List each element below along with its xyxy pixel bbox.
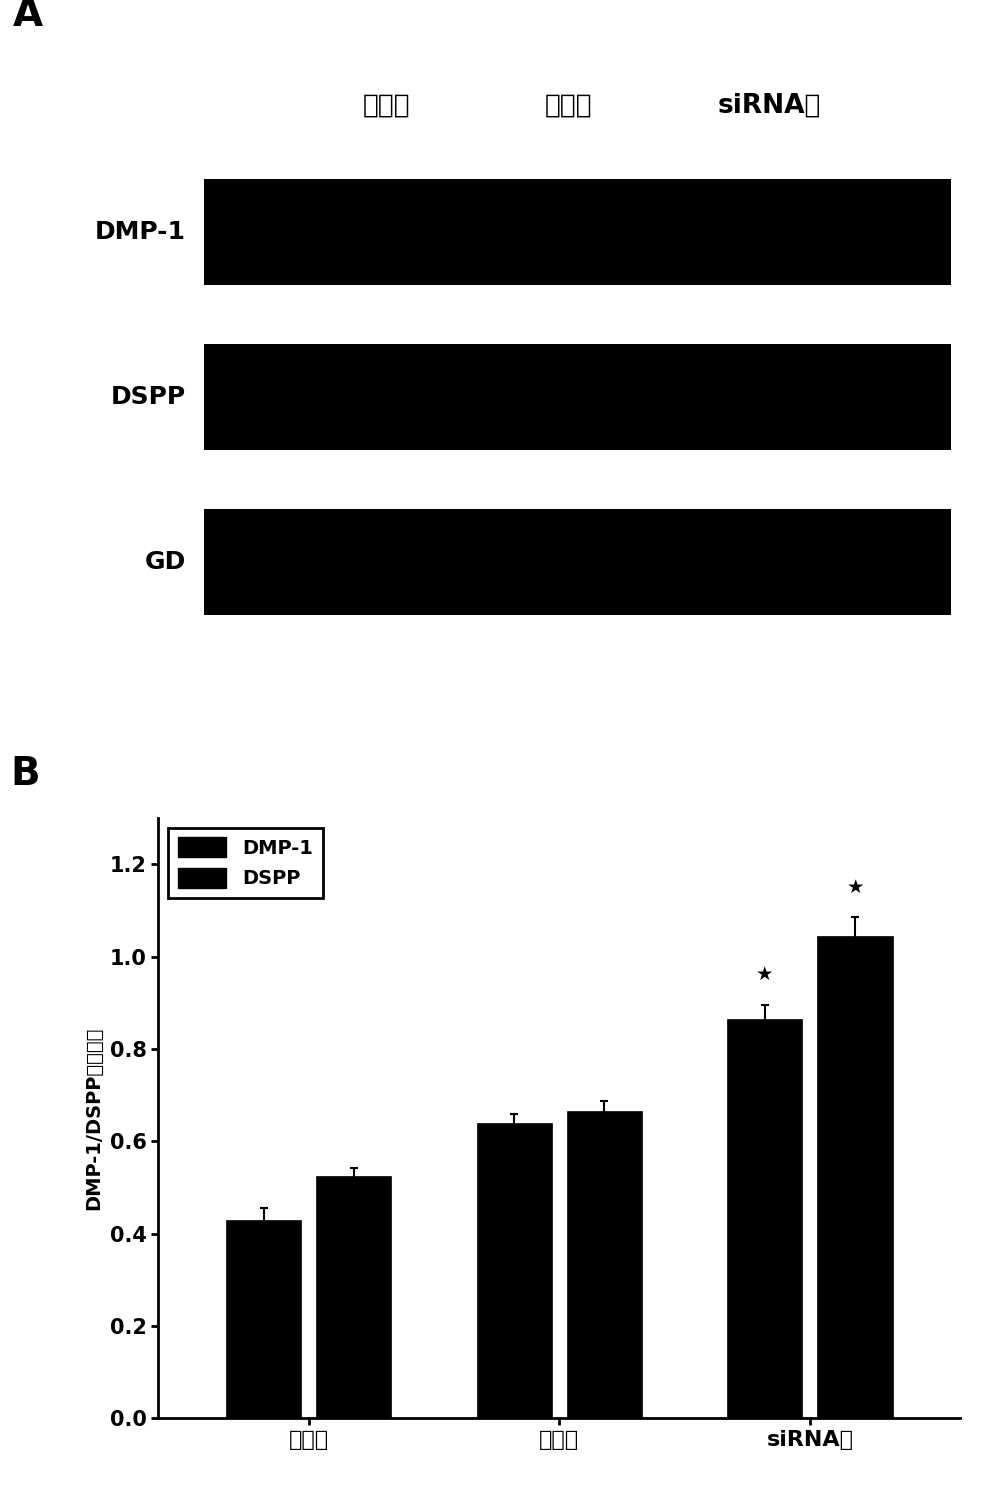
Bar: [204, 179, 951, 285]
Y-axis label: DMP-1/DSPP表达水平: DMP-1/DSPP表达水平: [84, 1027, 103, 1210]
Bar: [226, 1220, 301, 1418]
Text: DMP-1: DMP-1: [95, 219, 186, 243]
Text: siRNA组: siRNA组: [718, 93, 821, 119]
Bar: [567, 1111, 643, 1418]
Text: B: B: [10, 755, 40, 793]
Text: A: A: [13, 0, 44, 33]
Bar: [728, 1019, 803, 1418]
Bar: [818, 935, 893, 1418]
Bar: [316, 1175, 391, 1418]
Bar: [476, 1123, 551, 1418]
Text: GD: GD: [145, 549, 186, 573]
Legend: DMP-1, DSPP: DMP-1, DSPP: [168, 827, 323, 898]
Text: ★: ★: [756, 965, 773, 985]
Text: 对照组: 对照组: [544, 93, 592, 119]
Bar: [204, 344, 951, 450]
Text: DSPP: DSPP: [111, 384, 186, 408]
Bar: [204, 509, 951, 615]
Text: 空白组: 空白组: [362, 93, 410, 119]
Text: ★: ★: [846, 878, 864, 896]
